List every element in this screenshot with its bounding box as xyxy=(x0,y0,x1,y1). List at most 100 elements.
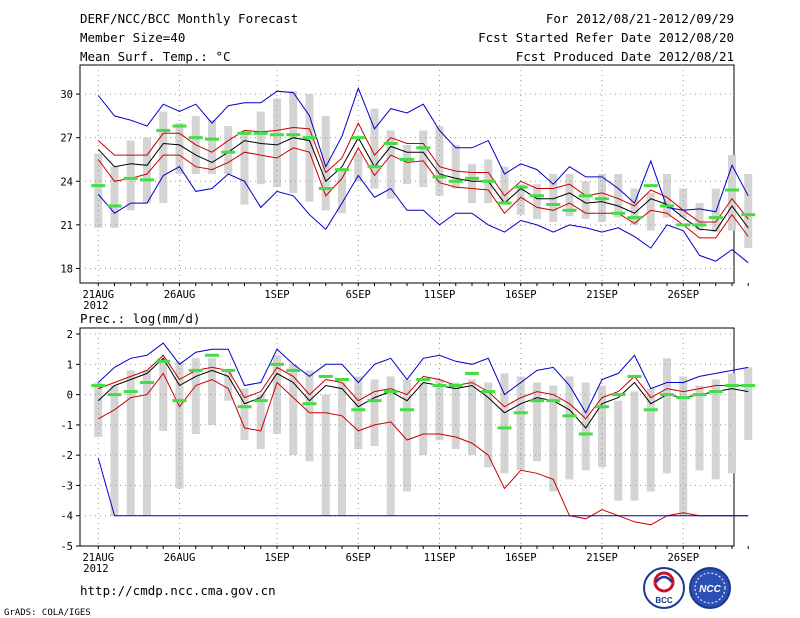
prec-box-day-16 xyxy=(338,382,346,516)
temp-xtick-label: 21SEP xyxy=(586,289,618,301)
temp-box-day-3 xyxy=(126,140,135,211)
prec-box-day-17 xyxy=(354,376,363,450)
temp-box-day-24 xyxy=(468,163,476,204)
temp-line-max xyxy=(97,86,749,213)
header-produced-date: Fcst Produced Date 2012/08/21 xyxy=(516,49,734,64)
header-title: DERF/NCC/BCC Monthly Forecast xyxy=(80,11,298,26)
prec-xtick-label: 21SEP xyxy=(586,552,618,564)
prec-line-mean xyxy=(97,357,749,429)
prec-box-day-1 xyxy=(94,382,103,437)
prec-xtick-label: 11SEP xyxy=(424,552,456,564)
temp-box-day-20 xyxy=(403,144,411,185)
temp-box-day-35 xyxy=(646,192,655,231)
prec-box-day-2 xyxy=(110,385,119,516)
temp-box-day-19 xyxy=(386,130,395,199)
bcc-logo-text: BCC xyxy=(655,596,673,605)
temp-xtick-label: 1SEP xyxy=(264,289,289,301)
prec-ytick-label: -4 xyxy=(60,511,73,523)
temp-box-day-27 xyxy=(516,184,525,215)
prec-box-day-13 xyxy=(289,364,298,456)
temp-box-day-23 xyxy=(451,144,460,189)
prec-box-day-11 xyxy=(256,394,265,450)
prec-ytick-label: -2 xyxy=(60,450,73,462)
prec-box-day-25 xyxy=(484,382,493,468)
footer-url[interactable]: http://cmdp.ncc.cma.gov.cn xyxy=(80,583,276,598)
header-start-date: Fcst Started Refer Date 2012/08/20 xyxy=(478,30,734,45)
prec-box-day-20 xyxy=(403,379,411,492)
temp-xtick-year: 2012 xyxy=(83,300,108,312)
temp-box-day-8 xyxy=(208,120,216,174)
prec-xtick-label: 26SEP xyxy=(667,552,699,564)
prec-box-day-28 xyxy=(533,382,541,462)
prec-box-day-40 xyxy=(728,373,736,474)
temp-box-day-11 xyxy=(256,111,265,185)
prec-box-day-29 xyxy=(549,385,558,492)
temp-ytick-label: 24 xyxy=(60,176,73,188)
prec-box-day-33 xyxy=(614,400,623,501)
prec-box-day-10 xyxy=(240,388,249,441)
header-member-size: Member Size=40 xyxy=(80,30,185,45)
prec-box-day-7 xyxy=(191,358,200,434)
prec-line-min xyxy=(97,458,749,517)
bcc-logo: BCC xyxy=(643,567,685,609)
prec-ytick-label: 0 xyxy=(67,390,73,402)
prec-xtick-year: 2012 xyxy=(83,563,108,575)
temp-box-day-40 xyxy=(728,155,736,231)
prec-box-day-21 xyxy=(419,382,428,456)
temp-box-day-34 xyxy=(630,188,639,225)
prec-box-day-18 xyxy=(370,379,379,447)
prec-box-day-6 xyxy=(175,361,184,489)
prec-ytick-label: -3 xyxy=(60,480,73,492)
prec-xtick-label: 26AUG xyxy=(164,552,196,564)
temp-box-day-30 xyxy=(565,174,574,217)
prec-ytick-label: -1 xyxy=(60,420,73,432)
prec-ytick-label: -5 xyxy=(60,541,73,553)
temp-box-day-16 xyxy=(338,169,346,214)
header-variable: Mean Surf. Temp.: °C xyxy=(80,49,231,64)
temp-box-day-18 xyxy=(370,108,379,189)
temp-box-day-9 xyxy=(224,126,233,174)
temp-box-day-4 xyxy=(143,137,151,204)
temp-box-day-41 xyxy=(744,174,753,249)
temp-box-day-14 xyxy=(305,94,314,202)
temp-xtick-label: 26AUG xyxy=(164,289,196,301)
prec-box-day-22 xyxy=(435,379,444,441)
grads-credit: GrADS: COLA/IGES xyxy=(4,608,91,618)
temp-xtick-label: 11SEP xyxy=(424,289,456,301)
temp-box-day-2 xyxy=(110,166,119,228)
prec-box-day-34 xyxy=(630,391,639,501)
temp-line-mean xyxy=(97,136,749,232)
prec-box-day-24 xyxy=(468,379,476,456)
prec-xtick-label: 16SEP xyxy=(505,552,537,564)
temp-box-day-15 xyxy=(321,115,330,211)
prec-box-day-8 xyxy=(208,358,216,425)
temp-xtick-label: 26SEP xyxy=(667,289,699,301)
temp-box-day-33 xyxy=(614,174,623,218)
temp-ytick-label: 30 xyxy=(60,89,73,101)
ncc-logo-text: NCC xyxy=(699,584,721,595)
temp-box-day-21 xyxy=(419,130,428,188)
header-period: For 2012/08/21-2012/09/29 xyxy=(546,11,734,26)
temp-box-day-5 xyxy=(159,111,168,204)
temp-ytick-label: 21 xyxy=(60,220,73,232)
temp-box-day-36 xyxy=(663,174,671,218)
prec-xtick-label: 6SEP xyxy=(346,552,371,564)
prec-box-day-32 xyxy=(598,385,606,468)
temp-box-day-39 xyxy=(711,188,720,233)
temp-box-day-31 xyxy=(581,181,590,220)
prec-ytick-label: 2 xyxy=(67,329,73,341)
prec-line-lower xyxy=(98,372,749,526)
prec-box-day-3 xyxy=(126,370,135,516)
temp-box-day-13 xyxy=(289,91,298,193)
temp-box-day-26 xyxy=(500,166,509,202)
prec-box-day-39 xyxy=(711,379,720,480)
temp-box-day-37 xyxy=(679,188,688,218)
temp-xtick-label: 21AUG xyxy=(82,289,114,301)
temp-box-day-17 xyxy=(354,152,363,182)
prec-box-day-37 xyxy=(679,376,688,516)
prec-box-day-35 xyxy=(646,388,655,492)
temp-box-day-29 xyxy=(549,174,558,222)
prec-line-upper xyxy=(98,354,749,420)
